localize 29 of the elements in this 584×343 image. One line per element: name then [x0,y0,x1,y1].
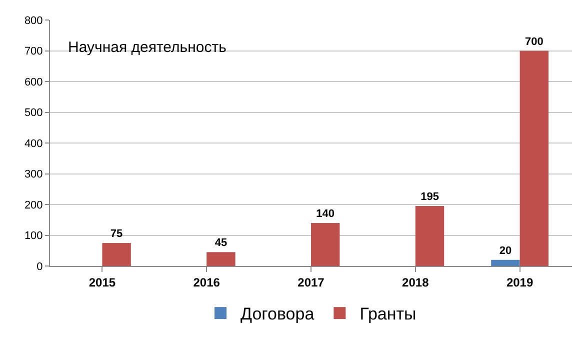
data-label: 195 [420,191,439,204]
x-tick-label: 2017 [298,275,325,290]
data-label: 20 [499,244,512,257]
y-tick-label: 100 [24,230,43,242]
x-tick-label: 2016 [193,275,220,290]
x-tick-label: 2018 [402,275,430,290]
legend-label: Договора [240,304,315,324]
bar [520,50,549,266]
data-label: 700 [524,36,544,48]
bar [415,206,444,266]
y-tick-label: 300 [24,168,43,181]
data-label: 75 [110,228,123,240]
bar [491,260,520,266]
y-tick-label: 500 [24,107,43,120]
x-tick-label: 2019 [506,275,534,290]
bar [102,242,131,266]
legend-label: Гранты [360,304,416,324]
bar [311,222,340,266]
x-tick-label: 2015 [88,275,116,290]
y-tick-label: 0 [36,260,43,273]
bar [206,252,236,266]
y-tick-label: 200 [24,199,43,212]
y-tick-label: 600 [24,76,43,88]
data-label: 140 [316,208,335,220]
data-label: 45 [214,237,228,250]
text: Научная деятельность [68,39,227,56]
y-tick-label: 800 [24,14,43,27]
y-tick-label: 700 [24,46,43,58]
y-tick-label: 400 [24,138,43,150]
